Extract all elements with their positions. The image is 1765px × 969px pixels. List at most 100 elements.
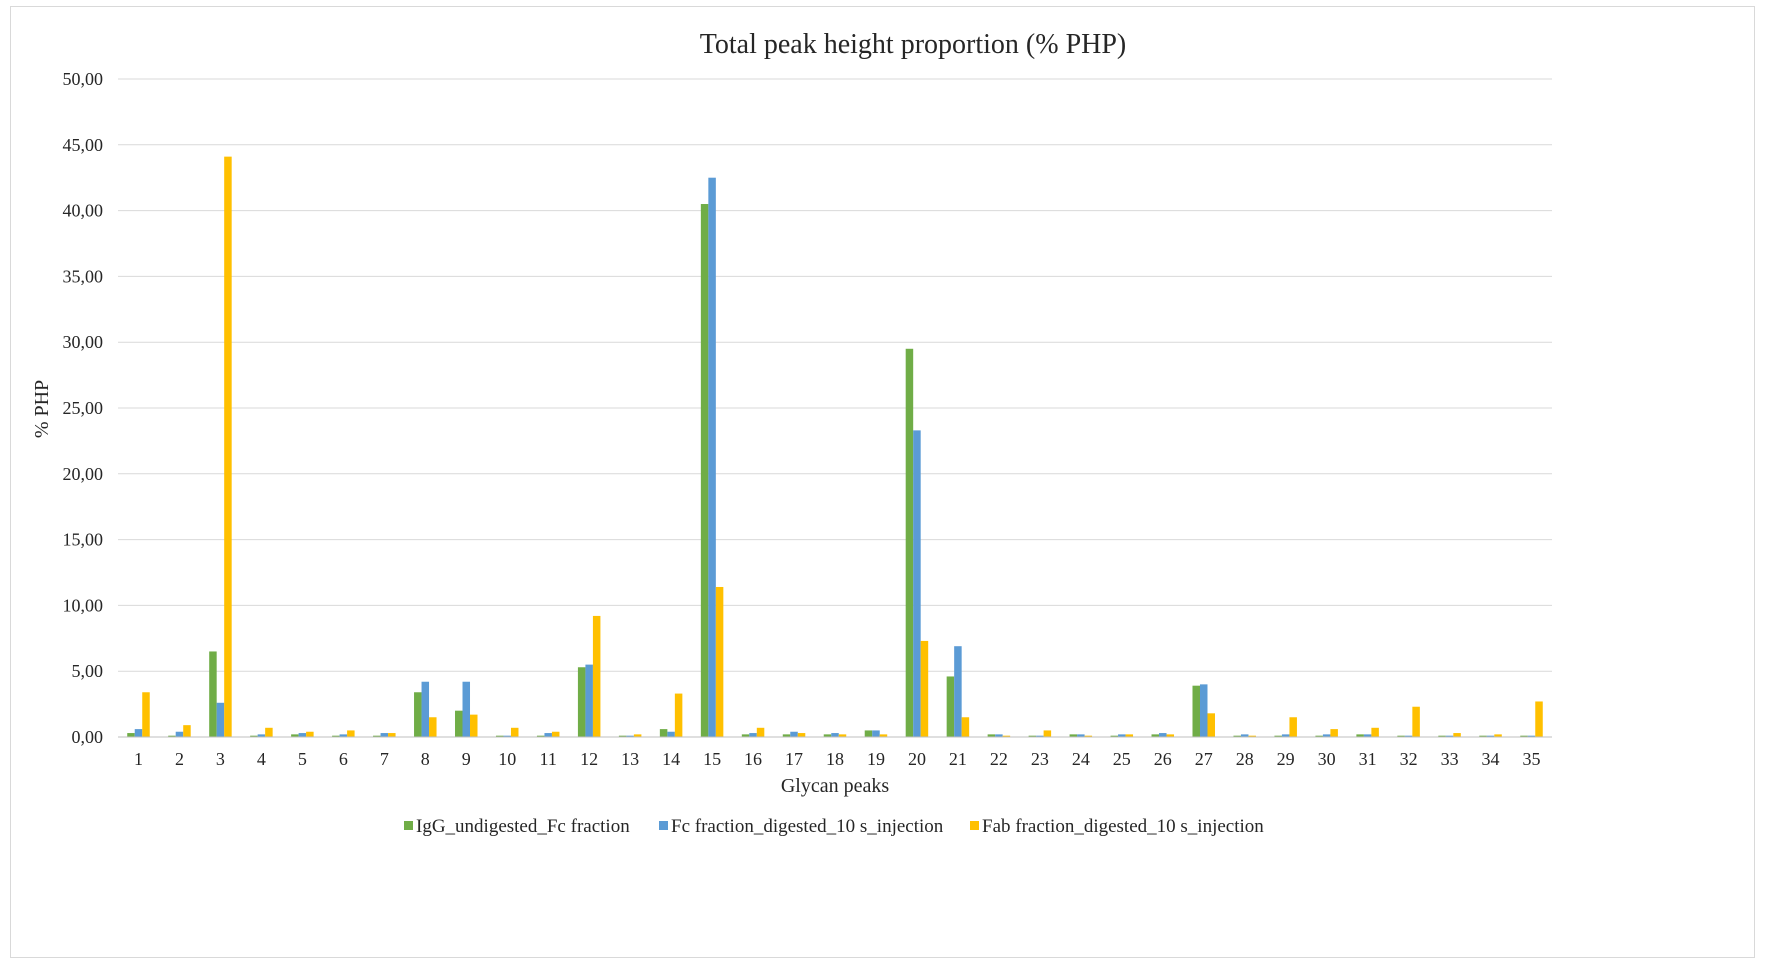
legend-swatch-2 bbox=[659, 821, 668, 830]
bar-2-22 bbox=[995, 734, 1003, 737]
bar-2-19 bbox=[872, 730, 880, 737]
bar-3-20 bbox=[920, 640, 929, 737]
bar-2-17 bbox=[790, 731, 798, 737]
bar-1-11 bbox=[536, 735, 545, 737]
x-tick-label: 24 bbox=[1072, 749, 1090, 769]
x-tick-label: 26 bbox=[1154, 749, 1172, 769]
x-tick-label: 2 bbox=[175, 749, 184, 769]
bar-1-32 bbox=[1397, 735, 1405, 737]
x-axis-tick-labels: 1 2 3 4 5 6 7 8 9 10 11 12 13 14 15 16 17 18 19 20 21 22 23 24 2… bbox=[134, 749, 1541, 769]
bar-1-13 bbox=[618, 735, 627, 737]
bar-2-4 bbox=[257, 734, 266, 737]
bar-3-9 bbox=[470, 714, 478, 737]
legend-label-3: Fab fraction_digested_10 s_injection bbox=[982, 816, 1264, 837]
bar-3-27 bbox=[1207, 713, 1215, 737]
x-tick-label: 28 bbox=[1236, 749, 1254, 769]
x-tick-label: 34 bbox=[1482, 749, 1500, 769]
bar-1-26 bbox=[1151, 734, 1160, 737]
bar-1-8 bbox=[414, 692, 422, 737]
bar-3-33 bbox=[1453, 733, 1461, 737]
bar-2-27 bbox=[1199, 684, 1208, 737]
bar-1-10 bbox=[495, 735, 504, 737]
bar-1-21 bbox=[946, 676, 955, 737]
bar-1-19 bbox=[864, 730, 873, 737]
bar-1-30 bbox=[1315, 735, 1323, 737]
x-tick-label: 18 bbox=[826, 749, 844, 769]
bar-3-15 bbox=[715, 586, 724, 737]
y-tick-label: 50,00 bbox=[63, 69, 104, 89]
bar-3-35 bbox=[1535, 701, 1543, 737]
bar-2-35 bbox=[1527, 735, 1536, 737]
bar-1-15 bbox=[700, 204, 709, 737]
y-tick-label: 25,00 bbox=[63, 398, 104, 418]
legend-swatch-1 bbox=[404, 821, 413, 830]
legend-swatch-3 bbox=[970, 821, 979, 830]
bar-1-16 bbox=[741, 734, 750, 737]
bar-3-30 bbox=[1330, 729, 1338, 737]
y-tick-label: 15,00 bbox=[63, 530, 104, 550]
x-tick-label: 9 bbox=[462, 749, 471, 769]
bar-3-5 bbox=[306, 731, 314, 737]
bar-2-31 bbox=[1363, 734, 1372, 737]
bar-2-29 bbox=[1281, 734, 1290, 737]
x-tick-label: 32 bbox=[1400, 749, 1418, 769]
x-tick-label: 35 bbox=[1523, 749, 1541, 769]
bar-2-24 bbox=[1077, 734, 1085, 737]
bar-2-3 bbox=[216, 702, 225, 737]
bar-2-12 bbox=[585, 664, 593, 737]
bar-3-2 bbox=[183, 725, 191, 737]
bar-2-34 bbox=[1486, 735, 1495, 737]
bar-3-26 bbox=[1166, 734, 1175, 737]
bar-2-18 bbox=[831, 733, 839, 737]
x-tick-label: 15 bbox=[703, 749, 721, 769]
bar-3-16 bbox=[756, 727, 765, 737]
bar-3-29 bbox=[1289, 717, 1297, 737]
x-tick-label: 20 bbox=[908, 749, 926, 769]
bar-1-33 bbox=[1438, 735, 1446, 737]
bar-2-20 bbox=[913, 430, 921, 737]
x-tick-label: 14 bbox=[662, 749, 680, 769]
bar-3-8 bbox=[429, 717, 437, 737]
y-tick-label: 10,00 bbox=[63, 595, 104, 615]
bar-2-14 bbox=[667, 731, 675, 737]
bar-1-29 bbox=[1274, 735, 1282, 737]
bar-3-13 bbox=[633, 734, 642, 737]
bar-2-5 bbox=[298, 733, 307, 737]
bar-1-25 bbox=[1110, 735, 1119, 737]
bar-2-6 bbox=[339, 734, 348, 737]
bar-2-33 bbox=[1445, 735, 1454, 737]
bar-2-2 bbox=[175, 731, 184, 737]
bar-2-11 bbox=[544, 733, 552, 737]
bar-3-19 bbox=[879, 734, 888, 737]
bar-2-16 bbox=[749, 733, 757, 737]
bar-3-17 bbox=[797, 733, 806, 737]
legend: IgG_undigested_Fc fraction Fc fraction_di… bbox=[404, 816, 1264, 837]
x-tick-label: 27 bbox=[1195, 749, 1213, 769]
bar-2-7 bbox=[380, 733, 389, 737]
bar-2-30 bbox=[1322, 734, 1331, 737]
x-tick-label: 6 bbox=[339, 749, 348, 769]
bar-1-27 bbox=[1192, 685, 1200, 737]
gridlines bbox=[118, 78, 1552, 672]
bar-3-3 bbox=[224, 156, 232, 737]
bar-3-28 bbox=[1248, 735, 1256, 737]
bar-3-11 bbox=[551, 731, 560, 737]
bar-1-4 bbox=[250, 735, 258, 737]
bar-3-31 bbox=[1371, 727, 1379, 737]
bar-2-25 bbox=[1118, 734, 1126, 737]
x-tick-label: 4 bbox=[257, 749, 266, 769]
bar-1-18 bbox=[823, 734, 832, 737]
x-tick-label: 16 bbox=[744, 749, 762, 769]
x-tick-label: 31 bbox=[1359, 749, 1377, 769]
bar-2-8 bbox=[421, 681, 430, 737]
bar-3-7 bbox=[388, 733, 396, 737]
bar-2-26 bbox=[1159, 733, 1167, 737]
bar-3-24 bbox=[1084, 735, 1093, 737]
chart-title: Total peak height proportion (% PHP) bbox=[700, 29, 1127, 60]
x-tick-label: 1 bbox=[134, 749, 143, 769]
bar-1-3 bbox=[209, 651, 217, 737]
bar-1-14 bbox=[659, 729, 668, 737]
x-tick-label: 30 bbox=[1318, 749, 1336, 769]
x-tick-label: 10 bbox=[498, 749, 516, 769]
x-tick-label: 17 bbox=[785, 749, 803, 769]
